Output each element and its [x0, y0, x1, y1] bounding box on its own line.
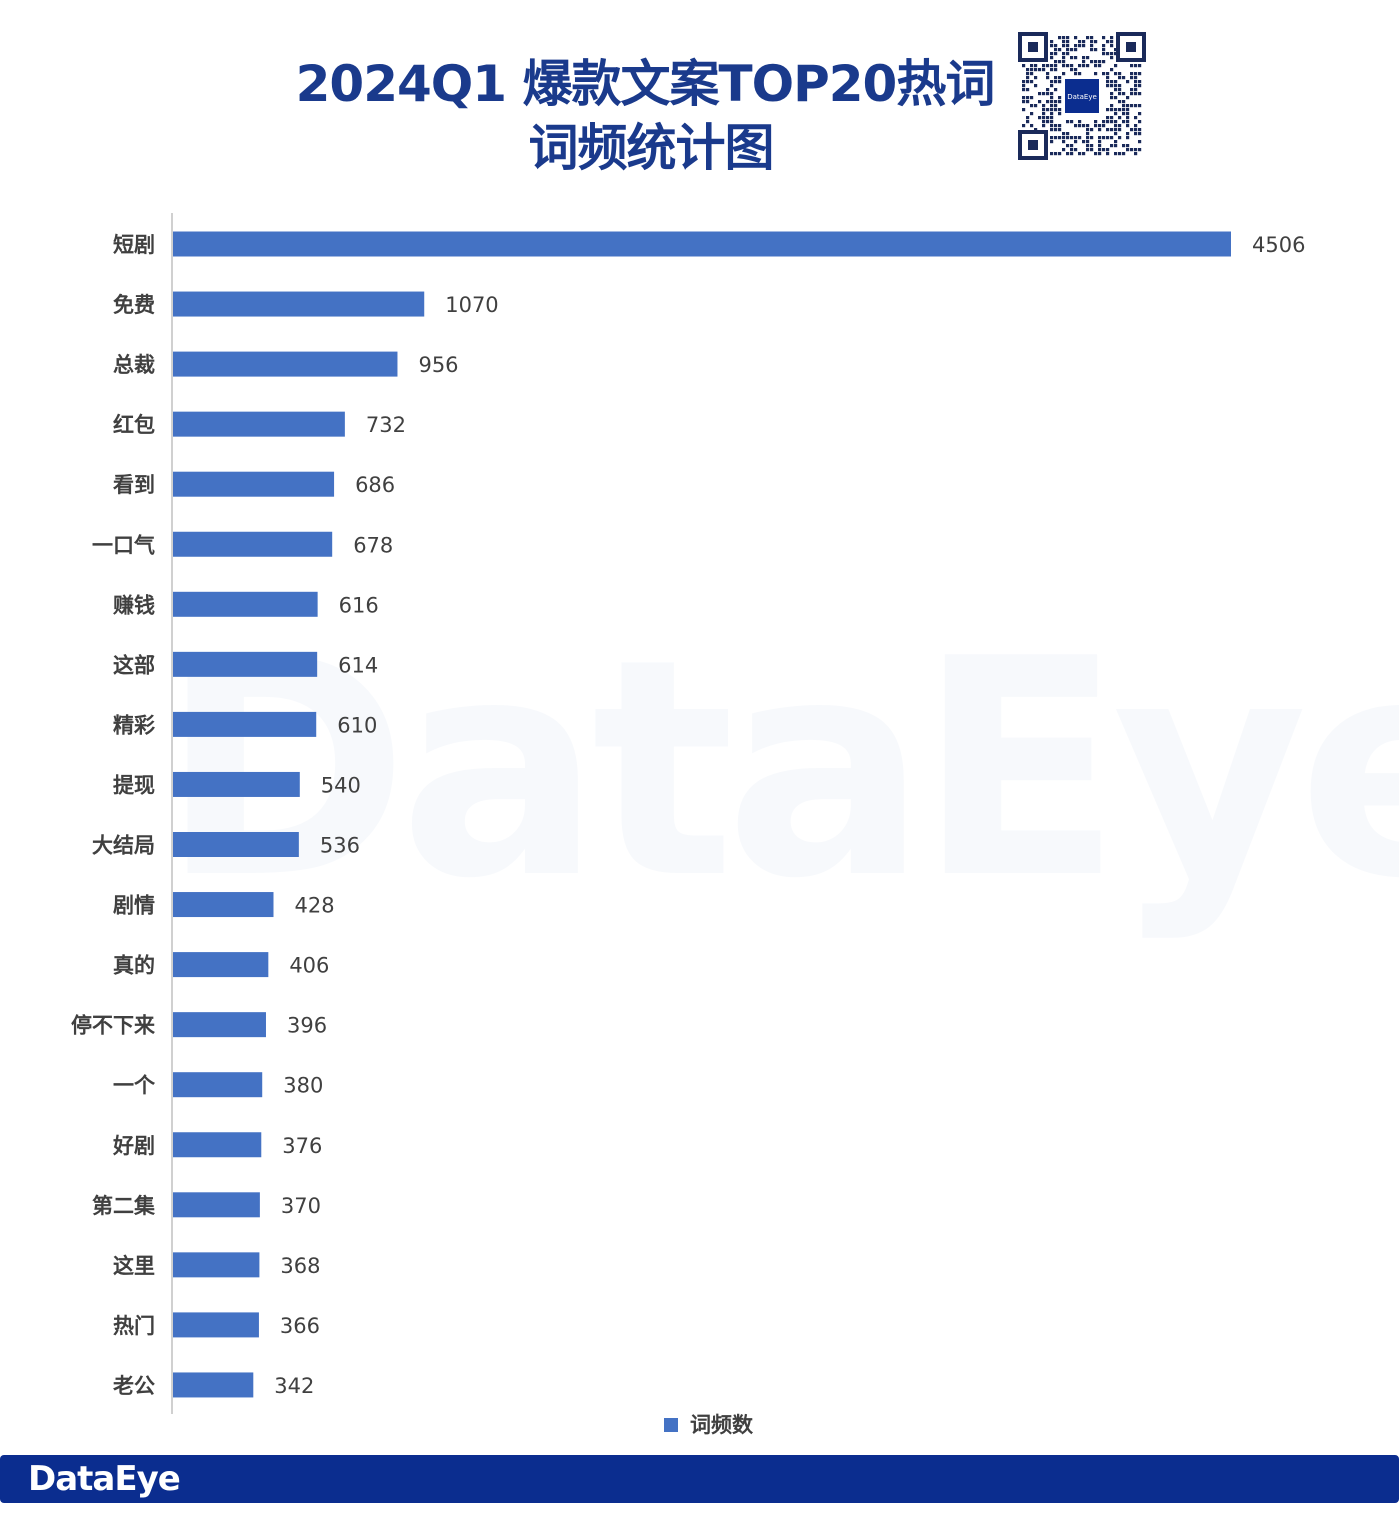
category-label: 赚钱 [113, 592, 155, 617]
category-label: 精彩 [113, 712, 155, 737]
value-label: 678 [353, 533, 393, 557]
watermark: DataEye [160, 620, 1399, 920]
title-line-1: 2024Q1 爆款文案TOP20热词 [295, 55, 996, 113]
bar [173, 1312, 259, 1338]
category-label: 真的 [113, 953, 155, 978]
footer-logo: DataEye [28, 1459, 181, 1499]
bar [173, 1192, 260, 1218]
bar [173, 231, 1231, 257]
value-label: 380 [283, 1074, 323, 1098]
bar [173, 1072, 263, 1098]
category-label: 好剧 [112, 1133, 155, 1158]
legend-label: 词频数 [690, 1412, 754, 1437]
category-label: 红包 [113, 412, 155, 437]
footer-bar: DataEye [0, 1455, 1399, 1503]
value-label: 406 [289, 954, 329, 978]
bar [173, 591, 318, 617]
bar-chart: 短剧 4506 免费 1070 总裁 956 红包 732 看到 686 一口气 678 赚钱 616 这部… [71, 213, 1305, 1437]
qr-center-logo: DataEye [1067, 93, 1097, 101]
title-line-2: 词频统计图 [528, 119, 775, 177]
bar [173, 291, 425, 317]
legend: 词频数 [664, 1412, 754, 1437]
value-label: 614 [338, 653, 378, 677]
category-label: 热门 [113, 1313, 155, 1338]
category-label: 这里 [113, 1253, 155, 1278]
qr-code: DataEye [1018, 32, 1146, 160]
bar [173, 1252, 260, 1278]
bar [173, 1012, 266, 1038]
bar [173, 411, 345, 437]
value-label: 686 [355, 473, 395, 497]
category-label: 停不下来 [71, 1013, 156, 1038]
category-label: 第二集 [92, 1193, 156, 1218]
value-label: 610 [337, 713, 377, 737]
bar [173, 651, 318, 677]
value-label: 1070 [445, 293, 498, 317]
bar [173, 1372, 254, 1398]
bar [173, 892, 274, 918]
category-label: 这部 [113, 652, 155, 677]
category-label: 免费 [113, 292, 155, 317]
bar [173, 952, 269, 978]
category-label: 剧情 [113, 893, 155, 918]
qr-modules [1022, 36, 1142, 156]
bar [173, 351, 398, 377]
value-label: 956 [418, 353, 458, 377]
chart-title: 2024Q1 爆款文案TOP20热词 词频统计图 [0, 52, 1290, 180]
category-label: 老公 [113, 1373, 155, 1398]
category-label: 一口气 [92, 532, 155, 557]
category-label: 提现 [113, 772, 155, 797]
value-label: 536 [320, 834, 360, 858]
value-label: 396 [287, 1014, 327, 1038]
value-label: 368 [280, 1254, 320, 1278]
value-label: 428 [294, 894, 334, 918]
value-label: 616 [339, 593, 379, 617]
value-label: 4506 [1252, 233, 1305, 257]
value-label: 366 [280, 1314, 320, 1338]
category-label: 大结局 [92, 833, 155, 858]
legend-swatch [664, 1418, 678, 1432]
value-label: 732 [366, 413, 406, 437]
category-label: 总裁 [113, 352, 155, 377]
value-label: 376 [282, 1134, 322, 1158]
value-label: 342 [274, 1374, 314, 1398]
bar [173, 1132, 262, 1158]
bar [173, 771, 300, 797]
category-label: 短剧 [113, 232, 155, 257]
bar [173, 832, 299, 857]
bar [173, 471, 335, 497]
value-label: 370 [281, 1194, 321, 1218]
bar [173, 531, 333, 557]
category-label: 一个 [113, 1073, 156, 1098]
bar [173, 711, 317, 737]
value-label: 540 [321, 773, 361, 797]
category-label: 看到 [113, 472, 155, 497]
